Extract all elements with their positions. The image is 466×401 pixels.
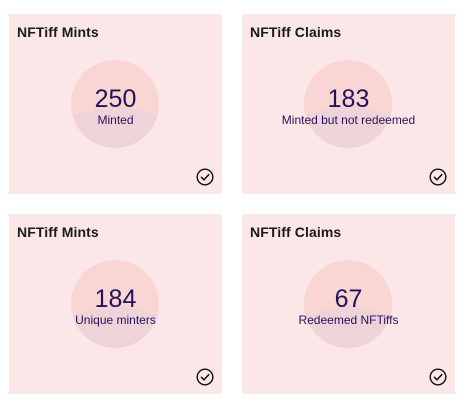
check-circle-icon bbox=[196, 168, 214, 186]
check-circle-icon bbox=[429, 368, 447, 386]
metric-label: Unique minters bbox=[75, 313, 156, 327]
metric-value: 250 bbox=[94, 85, 137, 113]
metric-donut bbox=[304, 60, 392, 148]
metric-label: Minted bbox=[97, 113, 134, 127]
check-circle-icon bbox=[429, 168, 447, 186]
metric-value: 183 bbox=[327, 85, 370, 113]
card-nftiff-claims-minted-not-redeemed: NFTiff Claims 183 Minted but not redeeme… bbox=[242, 14, 455, 194]
card-nftiff-mints-unique-minters: NFTiff Mints 184 Unique minters bbox=[9, 214, 222, 394]
metric-label: Redeemed NFTiffs bbox=[298, 313, 399, 327]
metric-label: Minted but not redeemed bbox=[281, 113, 416, 127]
card-title: NFTiff Claims bbox=[250, 24, 342, 40]
check-circle-icon bbox=[196, 368, 214, 386]
card-title: NFTiff Claims bbox=[250, 224, 342, 240]
metric-value: 184 bbox=[94, 285, 137, 313]
metric-donut bbox=[304, 260, 392, 348]
card-title: NFTiff Mints bbox=[17, 224, 99, 240]
card-title: NFTiff Mints bbox=[17, 24, 99, 40]
card-nftiff-mints-minted: NFTiff Mints 250 Minted bbox=[9, 14, 222, 194]
metric-value: 67 bbox=[334, 285, 363, 313]
metric-donut bbox=[71, 60, 159, 148]
card-nftiff-claims-redeemed: NFTiff Claims 67 Redeemed NFTiffs bbox=[242, 214, 455, 394]
metric-donut bbox=[71, 260, 159, 348]
